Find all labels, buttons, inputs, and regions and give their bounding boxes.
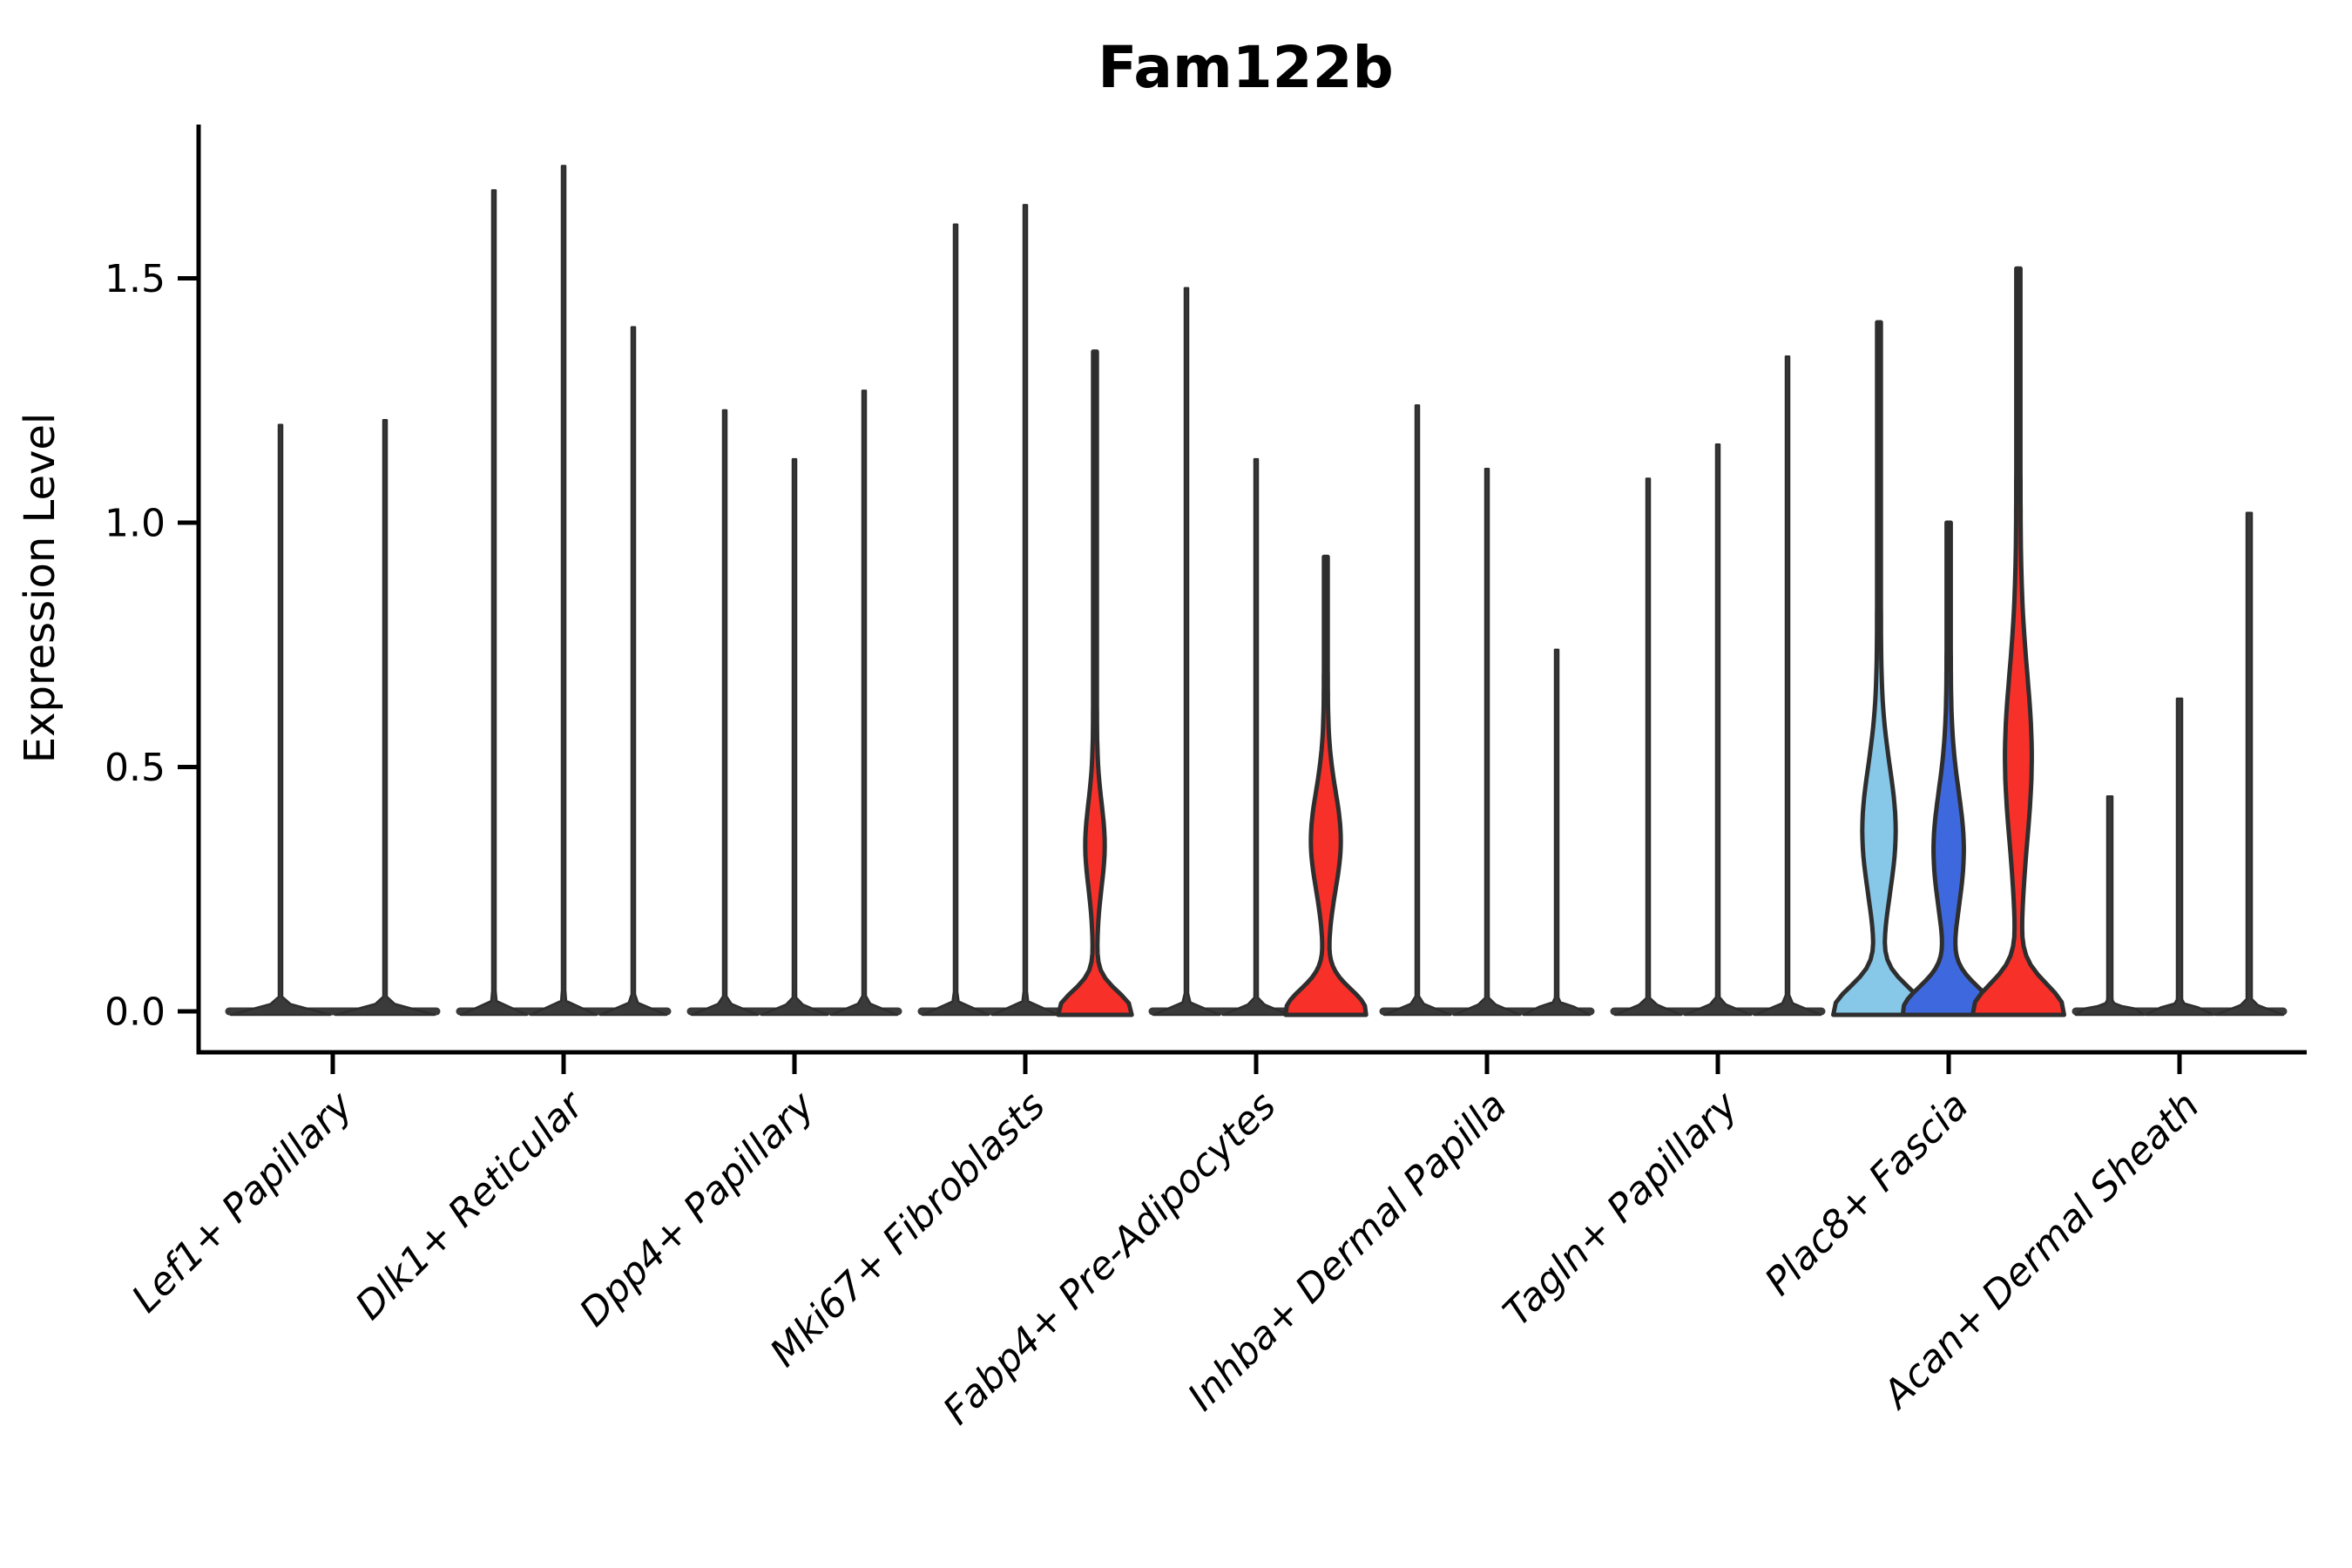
violin-stem [1753, 355, 1822, 1017]
violin-filled [1970, 266, 2066, 1017]
violin-stem [1382, 404, 1452, 1017]
y-axis-ticks: 0.0 0.5 1.0 1.5 [105, 257, 199, 1034]
y-tick-label: 1.0 [105, 501, 166, 545]
x-tick-label: Lef1+ Papillary [124, 1083, 362, 1321]
x-tick-label: Dlk1+ Reticular [347, 1082, 593, 1328]
violin-stem [2144, 697, 2215, 1017]
violin-stem [829, 389, 899, 1017]
violin-stem [459, 189, 529, 1017]
violin-stem [2213, 511, 2285, 1017]
x-tick-label: Plac8+ Fascia [1756, 1084, 1977, 1304]
violin-stem [1613, 477, 1683, 1017]
violin-filled [1900, 520, 1997, 1017]
y-tick-label: 1.5 [105, 257, 166, 301]
violins [229, 165, 2285, 1017]
violin-stem [1522, 648, 1592, 1017]
violin-stem [529, 165, 598, 1017]
violin-stem [1152, 287, 1221, 1017]
violin-stem [990, 204, 1060, 1017]
y-tick-label: 0.0 [105, 990, 166, 1034]
violin-filled [1283, 554, 1369, 1017]
violin-stem [921, 223, 990, 1017]
x-tick-label: Dpp4+ Papillary [571, 1083, 824, 1335]
violin-filled [1831, 320, 1927, 1017]
y-tick-label: 0.5 [105, 746, 166, 790]
chart-title: Fam122b [1098, 34, 1394, 101]
violin-stem [1221, 457, 1291, 1017]
y-axis-label: Expression Level [16, 413, 64, 764]
x-tick-label: Tagln+ Papillary [1495, 1083, 1747, 1335]
violin-stem [2074, 794, 2146, 1017]
violin-stem [598, 326, 668, 1017]
violin-stem [334, 418, 436, 1017]
violin-stem [690, 409, 760, 1017]
violin-stem [1452, 468, 1522, 1017]
violin-filled [1056, 349, 1134, 1017]
violin-stem [1683, 443, 1753, 1017]
violin-stem [229, 423, 332, 1017]
violin-stem [760, 457, 829, 1017]
